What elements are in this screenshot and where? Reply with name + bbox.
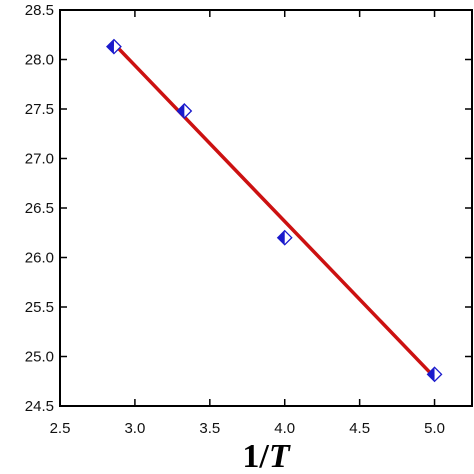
y-tick-label: 27.5 — [25, 101, 54, 118]
data-point — [176, 103, 193, 119]
data-point-right-half — [284, 230, 292, 245]
data-point-outline — [176, 103, 193, 119]
data-point-left-half — [427, 367, 435, 382]
data-point — [276, 229, 293, 246]
data-point-left-half — [177, 103, 185, 118]
y-tick-label: 28.5 — [25, 2, 54, 19]
y-tick-label: 28.0 — [25, 52, 54, 69]
y-ticks: 24.5 25.0 25.5 26.0 26.5 27.0 27.5 28.0 28.5 — [25, 2, 472, 415]
fit-line — [112, 41, 437, 380]
y-tick-label: 26.5 — [25, 200, 54, 217]
x-tick-label: 4.5 — [349, 420, 370, 437]
x-tick-label: 2.5 — [50, 420, 71, 437]
plot-frame — [59, 9, 473, 407]
y-tick-label: 25.0 — [25, 349, 54, 366]
data-point-left-half — [277, 230, 285, 245]
x-axis-title: 1/T — [242, 438, 290, 474]
fit-line-layer — [112, 41, 437, 380]
y-tick-label: 27.0 — [25, 151, 54, 168]
x-tick-label: 5.0 — [424, 420, 445, 437]
y-tick-label: 25.5 — [25, 299, 54, 316]
x-axis-title-prefix: 1/ — [242, 438, 269, 474]
data-point-left-half — [106, 39, 114, 54]
x-tick-label: 4.0 — [274, 420, 295, 437]
x-axis-title-variable: T — [269, 438, 291, 474]
x-ticks: 2.5 3.0 3.5 4.0 4.5 5.0 — [50, 10, 445, 437]
data-point — [426, 366, 443, 383]
data-point-outline — [426, 366, 443, 383]
data-point-outline — [276, 229, 293, 246]
x-tick-label: 3.5 — [199, 420, 220, 437]
data-point-right-half — [434, 367, 442, 382]
y-tick-label: 26.0 — [25, 250, 54, 267]
x-tick-label: 3.0 — [124, 420, 145, 437]
data-point-right-half — [113, 39, 121, 54]
y-tick-label: 24.5 — [25, 398, 54, 415]
data-point — [106, 38, 122, 55]
data-points-layer — [106, 38, 443, 383]
data-point-outline — [106, 38, 122, 55]
data-point-right-half — [184, 103, 192, 118]
